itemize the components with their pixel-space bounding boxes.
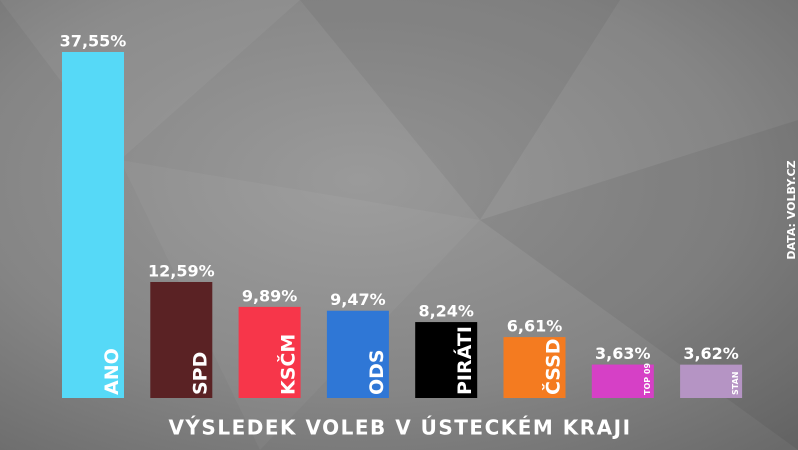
bar — [415, 322, 478, 398]
category-label: KSČM — [276, 334, 300, 395]
category-label: PIRÁTI — [453, 326, 476, 395]
value-label: 37,55% — [60, 32, 127, 51]
category-label: TOP 09 — [643, 363, 652, 395]
bar — [326, 310, 389, 398]
bar — [680, 364, 743, 398]
bg-facet — [0, 0, 300, 160]
bg-facet — [120, 160, 480, 450]
bar — [150, 281, 213, 398]
bar — [591, 364, 654, 398]
category-label: SPD — [189, 352, 211, 395]
value-label: 12,59% — [148, 261, 215, 280]
source-note: DATA: VOLBY.CZ — [785, 160, 798, 259]
category-label: STAN — [731, 372, 740, 395]
bg-facet — [300, 0, 620, 220]
bar — [238, 306, 301, 398]
category-label: ČSSD — [541, 338, 565, 395]
value-label: 6,61% — [507, 317, 563, 336]
bar — [503, 337, 566, 398]
value-label: 3,63% — [595, 344, 651, 363]
value-label: 9,47% — [330, 290, 386, 309]
category-label: ODS — [366, 349, 388, 395]
chart-title: VÝSLEDEK VOLEB V ÚSTECKÉM KRAJI — [168, 416, 631, 440]
value-label: 9,89% — [242, 286, 298, 305]
category-label: ANO — [101, 348, 123, 395]
value-label: 8,24% — [418, 302, 474, 321]
value-label: 3,62% — [683, 344, 739, 363]
bar — [62, 52, 124, 398]
